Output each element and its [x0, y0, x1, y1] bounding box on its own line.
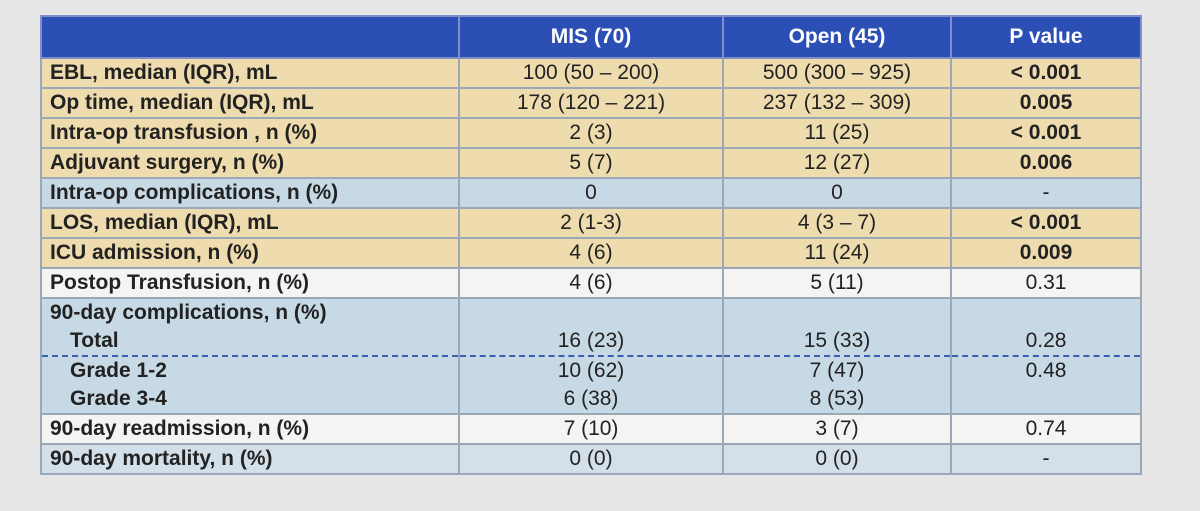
value-cell: 0: [722, 177, 952, 209]
row-label: Op time, median (IQR), mL: [40, 87, 460, 119]
value-cell: 0: [458, 177, 724, 209]
table-row: Grade 1-2 10 (62) 7 (47) 0.48: [40, 356, 1142, 385]
p-value: < 0.001: [950, 57, 1142, 89]
value-cell: [722, 297, 952, 327]
header-cell: MIS (70): [458, 15, 724, 59]
p-value: < 0.001: [950, 117, 1142, 149]
header-cell: P value: [950, 15, 1142, 59]
value-cell: 2 (1-3): [458, 207, 724, 239]
p-value: < 0.001: [950, 207, 1142, 239]
table-row: EBL, median (IQR), mL 100 (50 – 200) 500 (…: [40, 57, 1142, 89]
table-row: Total 16 (23) 15 (33) 0.28: [40, 327, 1142, 357]
p-value: [950, 385, 1142, 415]
table-row: Postop Transfusion, n (%) 4 (6) 5 (11) 0.31: [40, 267, 1142, 299]
value-cell: 8 (53): [722, 385, 952, 415]
value-cell: [458, 297, 724, 327]
row-label: Postop Transfusion, n (%): [40, 267, 460, 299]
header-row: MIS (70) Open (45) P value: [40, 15, 1142, 59]
table-row: Intra-op complications, n (%) 0 0-: [40, 177, 1142, 209]
p-value: 0.006: [950, 147, 1142, 179]
table-row: 90-day readmission, n (%) 7 (10) 3 (7) 0.74: [40, 413, 1142, 445]
value-cell: 3 (7): [722, 413, 952, 445]
table-row: Op time, median (IQR), mL 178 (120 – 221)…: [40, 87, 1142, 119]
p-value: 0.74: [950, 413, 1142, 445]
row-label: ICU admission, n (%): [40, 237, 460, 269]
p-value: 0.005: [950, 87, 1142, 119]
value-cell: 15 (33): [722, 327, 952, 357]
value-cell: 7 (10): [458, 413, 724, 445]
table-row: Adjuvant surgery, n (%) 5 (7) 12 (27) 0.006: [40, 147, 1142, 179]
p-value: 0.28: [950, 327, 1142, 357]
table-row: Grade 3-4 6 (38) 8 (53): [40, 385, 1142, 415]
row-label: EBL, median (IQR), mL: [40, 57, 460, 89]
p-value: -: [950, 177, 1142, 209]
table-row: LOS, median (IQR), mL 2 (1-3) 4 (3 – 7) < 0…: [40, 207, 1142, 239]
value-cell: 100 (50 – 200): [458, 57, 724, 89]
value-cell: 178 (120 – 221): [458, 87, 724, 119]
value-cell: 12 (27): [722, 147, 952, 179]
row-label: Total: [40, 327, 460, 357]
row-label: Intra-op complications, n (%): [40, 177, 460, 209]
value-cell: 11 (24): [722, 237, 952, 269]
row-label: Intra-op transfusion , n (%): [40, 117, 460, 149]
row-label: LOS, median (IQR), mL: [40, 207, 460, 239]
table-row: ICU admission, n (%) 4 (6) 11 (24) 0.009: [40, 237, 1142, 269]
p-value: -: [950, 443, 1142, 475]
value-cell: 5 (11): [722, 267, 952, 299]
row-label: Grade 3-4: [40, 385, 460, 415]
value-cell: 0 (0): [722, 443, 952, 475]
row-label: Adjuvant surgery, n (%): [40, 147, 460, 179]
row-label: 90-day readmission, n (%): [40, 413, 460, 445]
p-value: 0.31: [950, 267, 1142, 299]
value-cell: 10 (62): [458, 356, 724, 385]
table-row: 90-day mortality, n (%) 0 (0) 0 (0) -: [40, 443, 1142, 475]
p-value: [950, 297, 1142, 327]
row-label: Grade 1-2: [40, 356, 460, 385]
value-cell: 4 (6): [458, 267, 724, 299]
value-cell: 2 (3): [458, 117, 724, 149]
p-value: 0.48: [950, 356, 1142, 385]
header-cell: [40, 15, 460, 59]
p-value: 0.009: [950, 237, 1142, 269]
value-cell: 11 (25): [722, 117, 952, 149]
value-cell: 6 (38): [458, 385, 724, 415]
table: MIS (70) Open (45) P value EBL, median (…: [40, 15, 1142, 475]
value-cell: 500 (300 – 925): [722, 57, 952, 89]
header-cell: Open (45): [722, 15, 952, 59]
value-cell: 0 (0): [458, 443, 724, 475]
value-cell: 4 (3 – 7): [722, 207, 952, 239]
slide-table: MIS (70) Open (45) P value EBL, median (…: [40, 15, 1142, 475]
value-cell: 237 (132 – 309): [722, 87, 952, 119]
value-cell: 4 (6): [458, 237, 724, 269]
row-label: 90-day mortality, n (%): [40, 443, 460, 475]
table-row: 90-day complications, n (%): [40, 297, 1142, 327]
value-cell: 5 (7): [458, 147, 724, 179]
row-label: 90-day complications, n (%): [40, 297, 460, 327]
value-cell: 16 (23): [458, 327, 724, 357]
value-cell: 7 (47): [722, 356, 952, 385]
table-row: Intra-op transfusion , n (%) 2 (3) 11 (25)…: [40, 117, 1142, 149]
